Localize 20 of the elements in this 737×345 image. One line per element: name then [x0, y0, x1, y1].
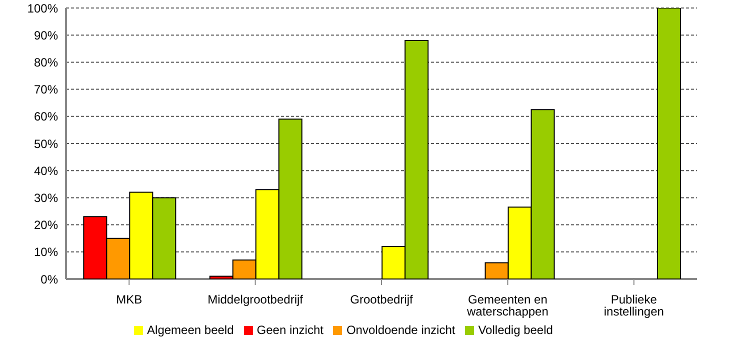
- x-tick-label: Grootbedrijf: [350, 292, 414, 307]
- y-tick-label: 0%: [40, 272, 58, 286]
- legend-label: Volledig beeld: [478, 323, 553, 337]
- y-tick-label: 40%: [34, 164, 58, 178]
- y-tick-label: 80%: [34, 55, 58, 70]
- y-tick-label: 30%: [34, 190, 58, 205]
- legend-label: Algemeen beeld: [147, 323, 234, 337]
- x-tick-label: Middelgrootbedrijf: [208, 292, 304, 307]
- legend-label: Geen inzicht: [256, 323, 324, 337]
- legend-label: Onvoldoende inzicht: [346, 323, 456, 337]
- y-tick-label: 100%: [27, 1, 58, 16]
- y-tick-label: 50%: [34, 136, 58, 151]
- y-tick-label: 10%: [34, 245, 58, 260]
- y-tick-label: 60%: [34, 110, 58, 124]
- y-tick-label: 20%: [34, 218, 58, 232]
- y-tick-label: 70%: [34, 82, 58, 97]
- y-tick-label: 90%: [34, 28, 58, 42]
- x-tick-label: MKB: [116, 292, 142, 307]
- x-tick-label: Gemeenten en waterschappen: [466, 292, 548, 319]
- x-tick-label: Publieke instellingen: [604, 292, 664, 319]
